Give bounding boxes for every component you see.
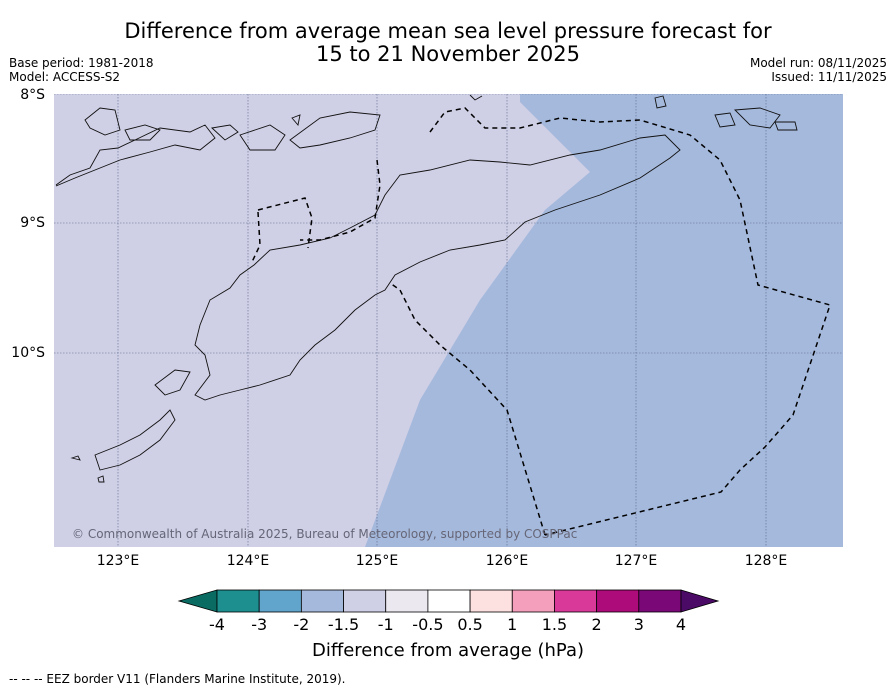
meta-left: Base period: 1981-2018 Model: ACCESS-S2: [9, 56, 154, 84]
colorbar-segment: [469, 589, 513, 613]
lon-label-125e: 125°E: [355, 553, 399, 569]
colorbar-tick-label: 3: [633, 615, 644, 634]
colorbar-tick-label: -2: [293, 615, 310, 634]
colorbar-segments: [216, 589, 682, 613]
model-name: Model: ACCESS-S2: [9, 70, 121, 84]
colorbar-tick-label: 4: [675, 615, 687, 634]
colorbar-segment: [343, 589, 387, 613]
colorbar-under-arrow: [177, 589, 218, 613]
lat-label-10s: 10°S: [11, 345, 45, 361]
copyright-notice: © Commonwealth of Australia 2025, Bureau…: [72, 527, 578, 541]
map-area: [54, 94, 843, 547]
lat-label-9s: 9°S: [20, 215, 45, 231]
colorbar-title: Difference from average (hPa): [311, 640, 585, 661]
colorbar-tick-label: -4: [209, 615, 225, 634]
eez-border: [251, 107, 831, 536]
colorbar-tick-label: -0.5: [412, 615, 444, 634]
colorbar-segment: [385, 589, 429, 613]
issued-date: Issued: 11/11/2025: [771, 70, 887, 84]
colorbar-tick-label: -1: [377, 615, 394, 634]
lat-label-8s: 8°S: [20, 87, 45, 103]
colorbar-segment: [427, 589, 471, 613]
title-line-2: 15 to 21 November 2025: [316, 42, 580, 66]
colorbar-segment: [638, 589, 682, 613]
colorbar-tick-label: -1.5: [327, 615, 360, 634]
colorbar-over-arrow: [680, 589, 720, 613]
colorbar-tick-label: 0.5: [457, 615, 483, 634]
title-line-1: Difference from average mean sea level p…: [124, 19, 772, 43]
gridlines: [54, 94, 843, 547]
colorbar-tick-label: 1: [507, 615, 518, 634]
colorbar-tick-label: 2: [591, 615, 602, 634]
colorbar-segment: [300, 589, 344, 613]
eez-footer-note: -- -- -- EEZ border V11 (Flanders Marine…: [9, 672, 346, 686]
colorbar-segment: [554, 589, 598, 613]
lon-label-128e: 128°E: [744, 553, 788, 569]
colorbar-segment: [596, 589, 640, 613]
anomaly-region-blue: [365, 94, 843, 547]
colorbar: [177, 589, 720, 613]
lon-label-126e: 126°E: [485, 553, 529, 569]
colorbar-segment: [511, 589, 555, 613]
meta-right: Model run: 08/11/2025 Issued: 11/11/2025: [750, 56, 887, 84]
colorbar-tick-label: 1.5: [541, 615, 568, 634]
colorbar-segment: [216, 589, 260, 613]
colorbar-segment: [258, 589, 302, 613]
lon-label-124e: 124°E: [226, 553, 270, 569]
model-run: Model run: 08/11/2025: [749, 56, 887, 70]
colorbar-tick-label: -3: [251, 615, 268, 634]
map-title: Difference from average mean sea level p…: [0, 20, 896, 66]
base-period: Base period: 1981-2018: [9, 56, 154, 70]
coastlines: [55, 94, 798, 483]
lon-label-123e: 123°E: [96, 553, 140, 569]
lon-label-127e: 127°E: [614, 553, 658, 569]
